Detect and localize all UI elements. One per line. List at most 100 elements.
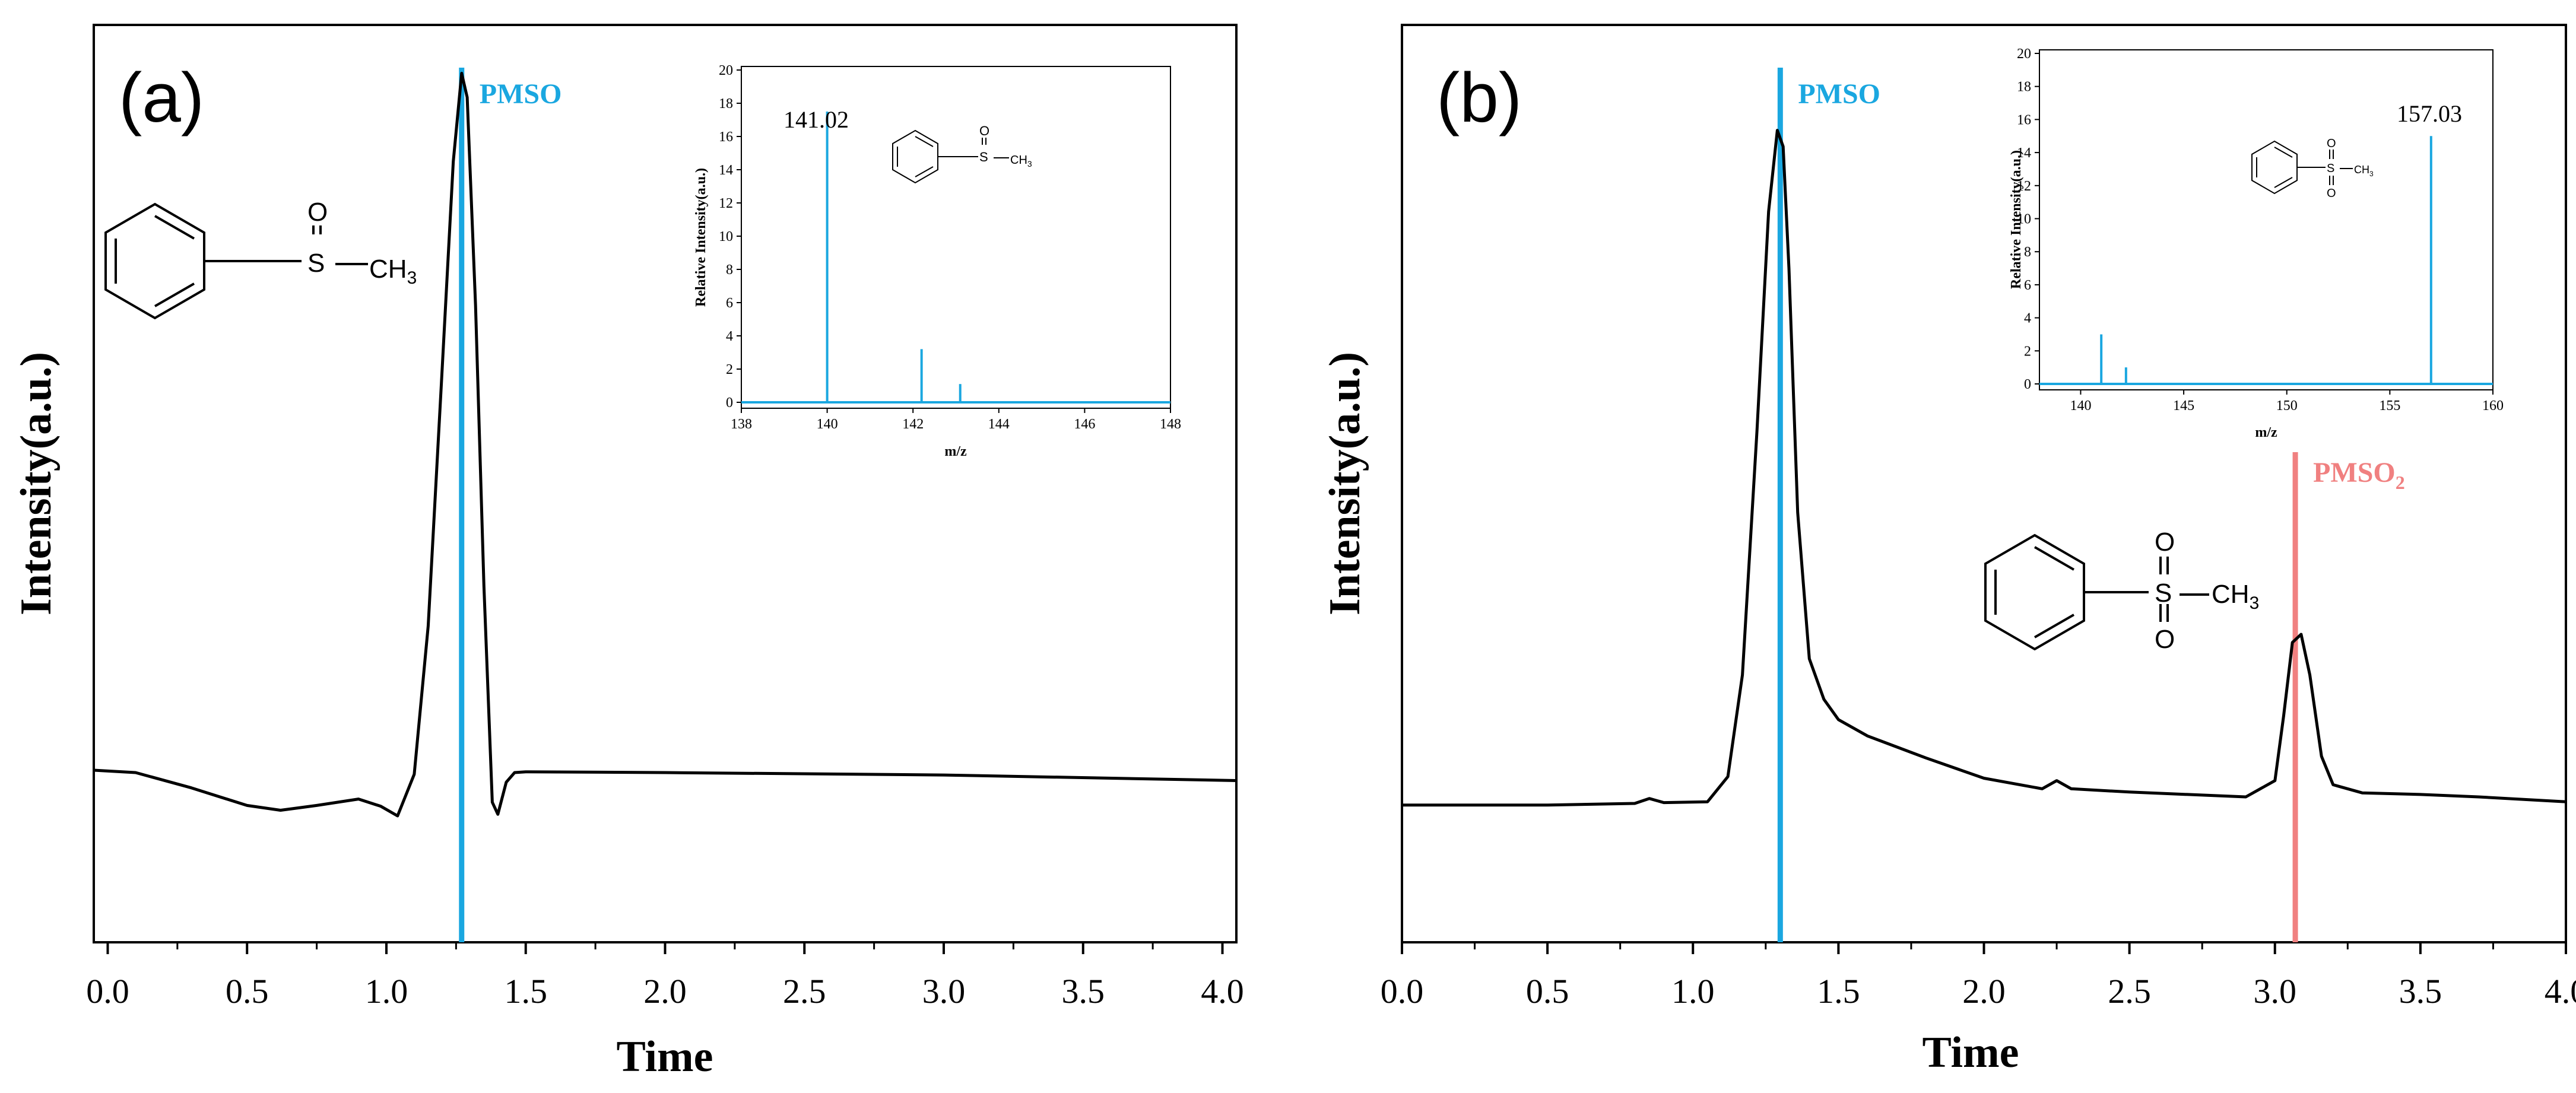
panel-b-pmso2-structure: O S O CH3 (1984, 528, 2259, 654)
panel-b-x-axis-label: Time (1922, 1028, 2019, 1077)
oxygen-atom-top: O (2155, 528, 2175, 557)
benzene-inner-bonds (915, 136, 934, 147)
x-tick-label: 2.0 (1962, 972, 2006, 1011)
panel-a-x-axis-label: Time (616, 1032, 713, 1081)
sulfur-atom: S (2155, 579, 2172, 608)
inset-y-tick-label: 8 (726, 262, 733, 278)
x-tick-label: 0.5 (1526, 972, 1569, 1011)
inset-x-tick-label: 150 (2276, 398, 2298, 414)
x-tick-label: 3.0 (922, 972, 966, 1011)
panel-b-label: (b) (1436, 59, 1522, 137)
panel-a-inset-ms: 138 140 142 144 146 148 0 2 4 6 8 10 12 14 16 18 20 141.… (693, 63, 1181, 459)
panel-a-label: (a) (119, 59, 204, 137)
inset-y-tick-label: 10 (2017, 212, 2031, 227)
panel-a-x-ticks: 0.0 0.5 1.0 1.5 2.0 2.5 3.0 3.5 4.0 (86, 942, 1244, 1011)
panel-b: (b) PMSO PMSO2 0.0 0.5 1.0 1.5 2.0 2.5 3.0 3.5 4.… (1321, 24, 2576, 1077)
oxygen-atom-top: O (2327, 137, 2336, 150)
x-tick-label: 3.5 (2399, 972, 2442, 1011)
sulfur-atom: S (307, 249, 325, 278)
inset-x-tick-label: 160 (2482, 398, 2504, 414)
inset-y-tick-label: 10 (719, 229, 733, 244)
inset-x-tick-label: 146 (1074, 417, 1095, 432)
benzene-ring (2251, 140, 2298, 195)
sulfur-atom: S (2327, 162, 2334, 175)
x-tick-label: 2.5 (783, 972, 826, 1011)
panel-a-inset-peak-annotation: 141.02 (783, 106, 849, 133)
inset-y-tick-label: 16 (2017, 112, 2031, 128)
inset-x-tick-label: 140 (2070, 398, 2091, 414)
inset-y-tick-label: 4 (2024, 311, 2031, 326)
panel-a-inset-y-label: Relative Intensity(a.u.) (693, 168, 709, 307)
panel-a-inset-x-label: m/z (944, 444, 967, 459)
panel-a-peak-markers: PMSO (459, 68, 562, 942)
inset-y-tick-label: 4 (726, 329, 733, 344)
inset-y-tick-label: 18 (2017, 80, 2031, 95)
inset-y-tick-label: 2 (2024, 344, 2031, 359)
x-tick-label: 0.0 (1381, 972, 1424, 1011)
oxygen-atom: O (307, 198, 328, 227)
panel-b-chromatogram-line (1402, 129, 2567, 807)
methyl-group: CH3 (369, 255, 417, 288)
benzene-inner-bonds (2034, 614, 2074, 638)
panel-b-peak-markers: PMSO PMSO2 (1777, 68, 2405, 942)
peak-marker-label: PMSO (480, 78, 562, 110)
panel-a-inset-pmso-structure: O S CH3 (892, 123, 1032, 184)
panel-b-inset-bars (2039, 136, 2493, 385)
inset-y-tick-label: 18 (719, 96, 733, 112)
methyl-group: CH3 (1010, 154, 1032, 169)
x-tick-label: 3.0 (2254, 972, 2297, 1011)
benzene-inner-bonds (2034, 546, 2074, 571)
inset-x-tick-label: 138 (731, 417, 752, 432)
x-tick-label: 2.5 (2108, 972, 2151, 1011)
panel-a-inset-axes: 138 140 142 144 146 148 0 2 4 6 8 10 12 14 16 18 20 (719, 63, 1181, 432)
x-tick-label: 1.0 (365, 972, 408, 1011)
x-tick-label: 1.5 (1817, 972, 1860, 1011)
oxygen-atom-bottom: O (2155, 625, 2175, 654)
panel-b-x-ticks: 0.0 0.5 1.0 1.5 2.0 2.5 3.0 3.5 4.0 (1381, 942, 2576, 1011)
inset-y-tick-label: 0 (726, 395, 733, 411)
inset-x-tick-label: 140 (817, 417, 838, 432)
x-tick-label: 1.0 (1671, 972, 1715, 1011)
peak-marker-label: PMSO2 (2313, 457, 2405, 493)
oxygen-atom-bottom: O (2327, 187, 2336, 200)
benzene-inner-bonds (915, 166, 934, 177)
inset-y-tick-label: 20 (719, 63, 733, 78)
inset-x-tick-label: 142 (902, 417, 924, 432)
benzene-ring (892, 129, 938, 184)
benzene-inner-bonds (154, 282, 195, 307)
x-tick-label: 1.5 (504, 972, 547, 1011)
inset-x-tick-label: 155 (2379, 398, 2400, 414)
panel-b-inset-axes: 140 145 150 155 160 0 2 4 6 8 10 12 14 16 18 20 (2017, 46, 2504, 414)
panel-b-inset-peak-annotation: 157.03 (2397, 100, 2462, 127)
panel-a-chromatogram-line (93, 72, 1237, 818)
x-tick-label: 2.0 (643, 972, 687, 1011)
benzene-ring (104, 202, 205, 320)
inset-x-tick-label: 148 (1160, 417, 1181, 432)
benzene-inner-bonds (154, 215, 195, 240)
panel-b-inset-frame (2039, 49, 2493, 390)
panel-a-inset-frame (741, 66, 1171, 409)
x-tick-label: 3.5 (1062, 972, 1105, 1011)
panel-a-inset-bars (741, 112, 1170, 403)
peak-marker-label: PMSO (1798, 78, 1880, 110)
panel-a-pmso-structure: O S CH3 (104, 198, 417, 320)
panel-a: (a) PMSO 0.0 0.5 1.0 1.5 2.0 2.5 3.0 3.5 4.0 Tim… (12, 24, 1244, 1081)
x-tick-label: 4.0 (2545, 972, 2576, 1011)
benzene-inner-bonds (2274, 147, 2293, 158)
panel-b-inset-x-label: m/z (2255, 425, 2277, 440)
inset-y-tick-label: 16 (719, 129, 733, 145)
panel-b-y-axis-label: Intensity(a.u.) (1321, 352, 1369, 615)
oxygen-atom: O (979, 123, 989, 138)
inset-x-tick-label: 144 (988, 417, 1010, 432)
inset-y-tick-label: 14 (719, 163, 733, 178)
sulfur-atom: S (979, 150, 988, 164)
inset-y-tick-label: 14 (2017, 145, 2031, 161)
x-tick-label: 0.5 (226, 972, 269, 1011)
panel-a-plot-frame (93, 24, 1238, 943)
panel-b-inset-y-label: Relative Intensity(a.u.) (2009, 150, 2024, 289)
methyl-group: CH3 (2354, 164, 2374, 178)
inset-y-tick-label: 8 (2024, 244, 2031, 260)
methyl-group: CH3 (2212, 580, 2259, 613)
